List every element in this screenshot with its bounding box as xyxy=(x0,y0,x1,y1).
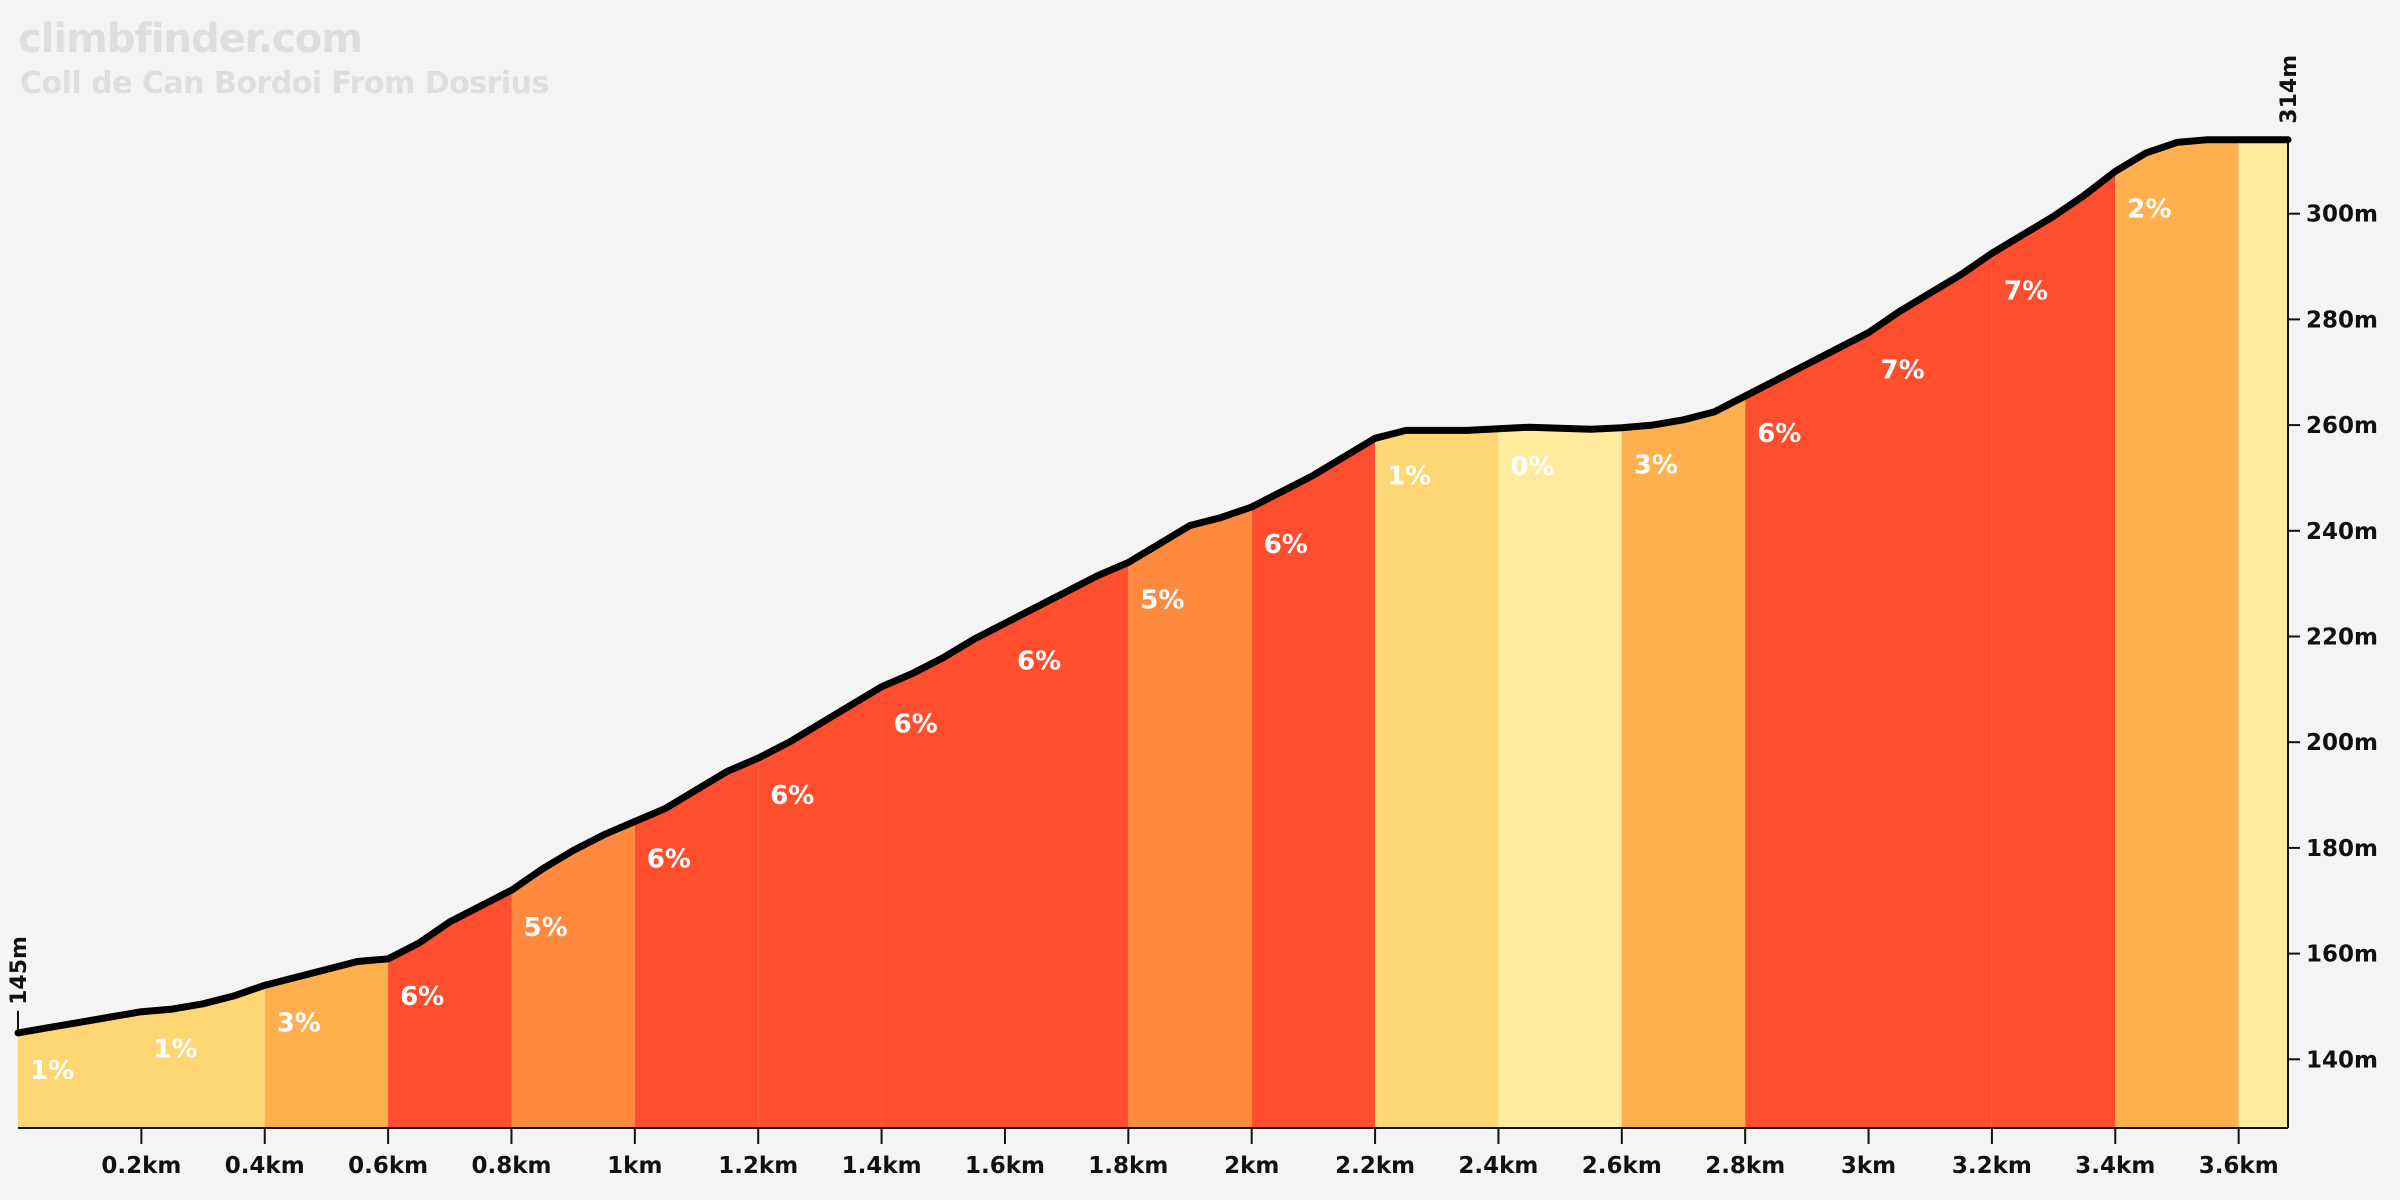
grade-label-11: 1% xyxy=(1387,461,1431,491)
climb-title: Coll de Can Bordoi From Dosrius xyxy=(20,66,549,101)
x-tick-label: 2.6km xyxy=(1582,1153,1662,1179)
grade-label-2: 3% xyxy=(277,1008,321,1038)
grade-segment-18 xyxy=(2238,139,2288,1128)
grade-segment-6 xyxy=(758,686,882,1128)
grade-segments xyxy=(18,139,2288,1129)
x-tick-label: 2.8km xyxy=(1705,1153,1785,1179)
grade-labels: 1% 1% 3% 6% 5% 6% 6% 6% 6% 5% 6% 1% 0% 3% 6% 7% 7% 2% xyxy=(30,194,2171,1086)
grade-segment-13 xyxy=(1621,396,1746,1128)
grade-segment-5 xyxy=(634,758,759,1128)
grade-segment-12 xyxy=(1498,427,1622,1128)
grade-segment-17 xyxy=(2115,139,2239,1128)
y-tick-label: 180m xyxy=(2306,836,2378,862)
end-elevation-label: 314m xyxy=(2277,55,2302,124)
grade-segment-1 xyxy=(141,985,265,1128)
x-tick-label: 0.8km xyxy=(471,1153,551,1179)
x-tick-label: 2.4km xyxy=(1458,1153,1538,1179)
grade-label-4: 5% xyxy=(524,913,568,943)
grade-label-14: 6% xyxy=(1757,419,1801,449)
x-tick-label: 2km xyxy=(1224,1153,1279,1179)
grade-segment-16 xyxy=(1991,171,2116,1128)
x-tick-label: 1.6km xyxy=(965,1153,1045,1179)
grade-segment-14 xyxy=(1745,332,1869,1129)
grade-label-16: 7% xyxy=(2004,276,2048,306)
grade-segment-7 xyxy=(881,623,1005,1128)
y-tick-label: 280m xyxy=(2306,307,2378,333)
grade-label-9: 5% xyxy=(1140,586,1184,616)
x-tick-label: 1.8km xyxy=(1088,1153,1168,1179)
grade-label-13: 3% xyxy=(1634,451,1678,481)
x-tick-label: 1.2km xyxy=(718,1153,798,1179)
grade-segment-8 xyxy=(1005,562,1129,1128)
x-tick-label: 3.4km xyxy=(2075,1153,2155,1179)
y-tick-label: 300m xyxy=(2306,202,2378,228)
grade-segment-3 xyxy=(388,890,512,1128)
y-tick-label: 140m xyxy=(2306,1047,2378,1073)
y-tick-label: 240m xyxy=(2306,519,2378,545)
grade-label-15: 7% xyxy=(1881,356,1925,386)
grade-label-12: 0% xyxy=(1510,452,1554,482)
axes xyxy=(17,139,2300,1144)
grade-segment-2 xyxy=(264,958,389,1128)
grade-label-10: 6% xyxy=(1264,530,1308,560)
grade-segment-9 xyxy=(1128,507,1252,1128)
x-tick-label: 2.2km xyxy=(1335,1153,1415,1179)
grade-label-7: 6% xyxy=(894,710,938,740)
grade-label-17: 2% xyxy=(2127,194,2171,224)
start-elevation-label: 145m xyxy=(7,936,32,1005)
x-tick-label: 3.2km xyxy=(1952,1153,2032,1179)
x-tick-label: 0.6km xyxy=(348,1153,428,1179)
grade-segment-10 xyxy=(1251,438,1376,1128)
profile-line-group xyxy=(14,136,2292,1037)
y-tick-label: 220m xyxy=(2306,625,2378,651)
x-tick-label: 0.2km xyxy=(101,1153,181,1179)
grade-label-8: 6% xyxy=(1017,646,1061,676)
y-tick-label: 200m xyxy=(2306,730,2378,756)
y-tick-label: 260m xyxy=(2306,413,2378,439)
x-tick-label: 3km xyxy=(1841,1153,1896,1179)
grade-segment-0 xyxy=(18,1011,142,1128)
brand-watermark: climbfinder.com xyxy=(18,16,363,62)
grade-segment-4 xyxy=(511,821,635,1128)
grade-label-5: 6% xyxy=(647,845,691,875)
tick-labels: 0.2km 0.4km 0.6km 0.8km 1km 1.2km 1.4km 1.6km 1.… xyxy=(7,55,2378,1179)
x-tick-label: 1km xyxy=(607,1153,662,1179)
y-tick-label: 160m xyxy=(2306,942,2378,968)
grade-label-1: 1% xyxy=(153,1035,197,1065)
x-tick-label: 1.4km xyxy=(842,1153,922,1179)
grade-segment-11 xyxy=(1375,428,1499,1128)
x-tick-label: 0.4km xyxy=(225,1153,305,1179)
x-tick-label: 3.6km xyxy=(2199,1153,2279,1179)
elevation-profile-line xyxy=(14,136,2292,1037)
grade-label-6: 6% xyxy=(770,781,814,811)
grade-segment-15 xyxy=(1868,253,1992,1129)
grade-label-0: 1% xyxy=(30,1056,74,1086)
grade-label-3: 6% xyxy=(400,982,444,1012)
